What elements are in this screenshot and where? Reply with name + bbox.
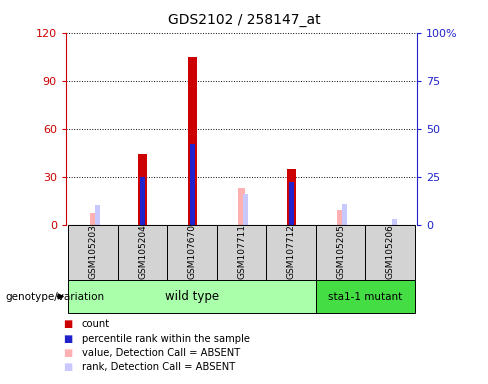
Bar	[316, 225, 366, 280]
Text: GSM105206: GSM105206	[386, 224, 394, 279]
Text: value, Detection Call = ABSENT: value, Detection Call = ABSENT	[82, 348, 240, 358]
Text: wild type: wild type	[165, 290, 219, 303]
Bar	[118, 225, 167, 280]
Text: GDS2102 / 258147_at: GDS2102 / 258147_at	[168, 13, 320, 27]
Bar	[392, 219, 397, 225]
Bar	[217, 225, 266, 280]
Text: sta1-1 mutant: sta1-1 mutant	[328, 291, 403, 302]
Bar	[288, 182, 293, 225]
Bar	[167, 225, 217, 280]
Bar	[68, 225, 118, 280]
Text: GSM105205: GSM105205	[336, 224, 345, 279]
Text: GSM107711: GSM107711	[237, 224, 246, 279]
Bar	[95, 205, 100, 225]
Text: ■: ■	[63, 348, 73, 358]
Text: genotype/variation: genotype/variation	[5, 292, 104, 302]
Text: percentile rank within the sample: percentile rank within the sample	[82, 334, 250, 344]
Text: GSM107712: GSM107712	[286, 224, 296, 279]
Bar	[68, 280, 316, 313]
Bar	[366, 225, 415, 280]
Text: ■: ■	[63, 334, 73, 344]
Bar	[90, 214, 97, 225]
Text: GSM105203: GSM105203	[89, 224, 98, 279]
Bar	[342, 204, 347, 225]
Text: rank, Detection Call = ABSENT: rank, Detection Call = ABSENT	[82, 362, 235, 372]
Text: count: count	[82, 319, 110, 329]
Bar	[187, 57, 197, 225]
Bar	[316, 280, 415, 313]
Text: GSM107670: GSM107670	[187, 224, 197, 279]
Bar	[337, 210, 344, 225]
Text: ■: ■	[63, 319, 73, 329]
Bar	[190, 144, 195, 225]
Bar	[244, 194, 248, 225]
Text: GSM105204: GSM105204	[138, 224, 147, 279]
Bar	[238, 188, 245, 225]
Bar	[140, 177, 145, 225]
Bar	[138, 154, 147, 225]
Text: ■: ■	[63, 362, 73, 372]
Bar	[286, 169, 296, 225]
Bar	[266, 225, 316, 280]
